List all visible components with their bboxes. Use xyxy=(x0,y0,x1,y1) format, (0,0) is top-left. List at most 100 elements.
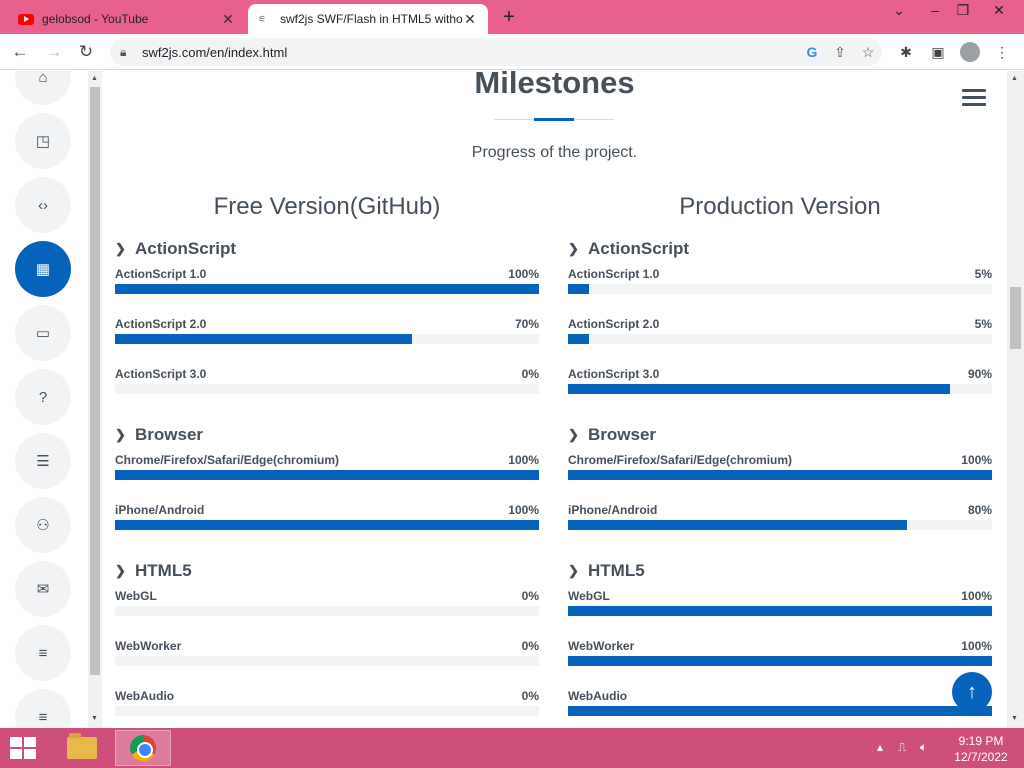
sidenav-button-sticky-note[interactable]: ◳ xyxy=(15,113,71,169)
column-title: Production Version xyxy=(679,193,881,220)
restore-button[interactable]: ❐ xyxy=(956,2,970,18)
reload-button[interactable]: ↻ xyxy=(78,42,94,61)
sidenav-button-presentation[interactable]: ▭ xyxy=(15,305,71,361)
sidenav-button-mail[interactable]: ✉ xyxy=(15,561,71,617)
browser-tab-youtube[interactable]: gelobsod - YouTube ✕ xyxy=(8,4,246,34)
scroll-up-arrow-icon[interactable]: ▲ xyxy=(1011,75,1018,82)
browser-tab-swf2js[interactable]: ⚟ swf2js SWF/Flash in HTML5 witho ✕ xyxy=(248,4,488,34)
progress-value: 5% xyxy=(974,317,992,331)
section-subtitle: Progress of the project. xyxy=(471,144,638,161)
bookmark-star-icon[interactable]: ☆ xyxy=(861,43,875,60)
progress-label: WebWorker xyxy=(115,639,182,653)
progress-bar-fill xyxy=(568,520,908,530)
back-button[interactable]: ← xyxy=(11,42,29,61)
sidenav-button-question[interactable]: ? xyxy=(15,369,71,425)
tab-strip: gelobsod - YouTube ✕ ⚟ swf2js SWF/Flash … xyxy=(0,0,1024,34)
progress-item: ActionScript 1.0 5% xyxy=(568,261,992,311)
close-tab-icon[interactable]: ✕ xyxy=(222,10,234,27)
tab-title: swf2js SWF/Flash in HTML5 witho xyxy=(280,12,462,26)
close-window-button[interactable]: ✕ xyxy=(993,2,1005,18)
lock-icon[interactable]: 🔒︎ xyxy=(120,44,127,59)
chevron-right-icon: ❯ xyxy=(115,240,126,256)
scroll-down-arrow-icon[interactable]: ▼ xyxy=(91,715,98,722)
youtube-icon xyxy=(18,13,34,25)
sticky-note-icon: ◳ xyxy=(35,133,51,150)
progress-bar-fill xyxy=(568,284,590,294)
browser-toolbar: ← → ↻ 🔒︎ swf2js.com/en/index.html G ⇪ ☆ … xyxy=(0,34,1024,70)
progress-item: ActionScript 2.0 5% xyxy=(568,311,992,361)
side-panel-icon[interactable]: ▣ xyxy=(931,44,945,60)
volume-icon[interactable]: 🔈︎ xyxy=(920,740,928,754)
group-name: ActionScript xyxy=(588,238,690,258)
progress-bar-track xyxy=(115,284,539,294)
sidenav-button-list[interactable]: ≡ xyxy=(15,625,71,681)
progress-bar-fill xyxy=(568,656,992,666)
progress-bar-fill xyxy=(115,520,539,530)
url-text[interactable]: swf2js.com/en/index.html xyxy=(142,44,288,60)
question-icon: ? xyxy=(38,388,48,406)
inner-scrollbar-thumb[interactable] xyxy=(90,87,100,675)
back-to-top-button[interactable]: ↑ xyxy=(952,672,992,712)
progress-item: WebWorker 0% xyxy=(115,633,539,683)
progress-label: Chrome/Firefox/Safari/Edge(chromium) xyxy=(115,453,340,467)
progress-bar-fill xyxy=(115,284,539,294)
progress-value: 0% xyxy=(521,689,539,703)
skill-group: ❯ Browser Chrome/Firefox/Safari/Edge(chrom… xyxy=(568,411,992,547)
skill-group: ❯ Browser Chrome/Firefox/Safari/Edge(chrom… xyxy=(115,411,539,547)
system-clock[interactable]: 9:19 PM 12/7/2022 xyxy=(946,733,1016,765)
progress-bar-track xyxy=(568,706,992,716)
document-icon: ☰ xyxy=(36,453,50,470)
clock-date: 12/7/2022 xyxy=(954,750,1008,764)
chrome-menu-icon[interactable]: ⋮ xyxy=(995,44,1009,60)
progress-bar-track xyxy=(115,384,539,394)
page-scrollbar-thumb[interactable] xyxy=(1010,287,1021,349)
scroll-down-arrow-icon[interactable]: ▼ xyxy=(1011,715,1018,722)
sidenav-button-code[interactable]: ‹› xyxy=(15,177,71,233)
show-hidden-icons-icon[interactable]: ▴ xyxy=(877,740,884,754)
minimize-button[interactable]: – xyxy=(931,2,939,18)
sidenav-button-calendar[interactable]: ▦ xyxy=(15,241,71,297)
inner-scrollbar[interactable]: ▲ ▼ xyxy=(88,71,102,728)
profile-avatar[interactable] xyxy=(960,42,980,62)
progress-bar-track xyxy=(568,606,992,616)
chrome-taskbar-button[interactable] xyxy=(115,730,171,766)
google-lens-icon[interactable]: G xyxy=(806,44,818,60)
production-version-column: Production Version ❯ ActionScript ActionScr… xyxy=(568,193,992,728)
progress-label: ActionScript 3.0 xyxy=(568,367,660,381)
progress-value: 70% xyxy=(514,317,539,331)
address-bar[interactable]: 🔒︎ swf2js.com/en/index.html G ⇪ ☆ xyxy=(110,38,882,66)
progress-bar-track xyxy=(115,520,539,530)
sidenav-button-people[interactable]: ⚇ xyxy=(15,497,71,553)
progress-value: 100% xyxy=(508,453,539,467)
progress-bar-fill xyxy=(568,470,992,480)
windows-start-button[interactable] xyxy=(10,737,38,761)
sidenav-button-menu[interactable]: ≡ xyxy=(15,689,71,728)
network-icon[interactable]: ⎍ xyxy=(898,740,907,754)
skill-group: ❯ HTML5 WebGL 0% WebWorker 0% WebAudio 0% xyxy=(115,547,539,728)
share-icon[interactable]: ⇪ xyxy=(834,43,846,60)
forward-button[interactable]: → xyxy=(45,42,63,61)
progress-bar-track xyxy=(115,606,539,616)
sidenav-button-document[interactable]: ☰ xyxy=(15,433,71,489)
close-tab-icon[interactable]: ✕ xyxy=(464,10,476,27)
new-tab-button[interactable]: + xyxy=(503,6,515,28)
tab-search-icon[interactable]: ⌄ xyxy=(893,2,905,18)
file-explorer-taskbar-button[interactable] xyxy=(54,730,110,766)
progress-label: WebAudio xyxy=(568,689,628,703)
sidenav-button-home[interactable]: ⌂ xyxy=(15,71,71,105)
progress-bar-track xyxy=(568,284,992,294)
progress-bar-track xyxy=(568,334,992,344)
progress-bar-track xyxy=(115,470,539,480)
progress-value: 80% xyxy=(967,503,992,517)
hamburger-menu-icon[interactable] xyxy=(962,89,986,107)
page-scrollbar[interactable]: ▲ ▼ xyxy=(1007,71,1024,728)
extensions-icon[interactable]: ✱ xyxy=(900,44,912,60)
group-name: HTML5 xyxy=(588,560,645,580)
progress-label: WebAudio xyxy=(115,689,175,703)
scroll-up-arrow-icon[interactable]: ▲ xyxy=(91,75,98,82)
progress-item: iPhone/Android 100% xyxy=(115,497,539,547)
progress-bar-fill xyxy=(568,334,590,344)
skill-group: ❯ HTML5 WebGL 100% WebWorker 100% WebAudio xyxy=(568,547,992,728)
chevron-right-icon: ❯ xyxy=(568,426,579,442)
progress-value: 100% xyxy=(508,267,539,281)
